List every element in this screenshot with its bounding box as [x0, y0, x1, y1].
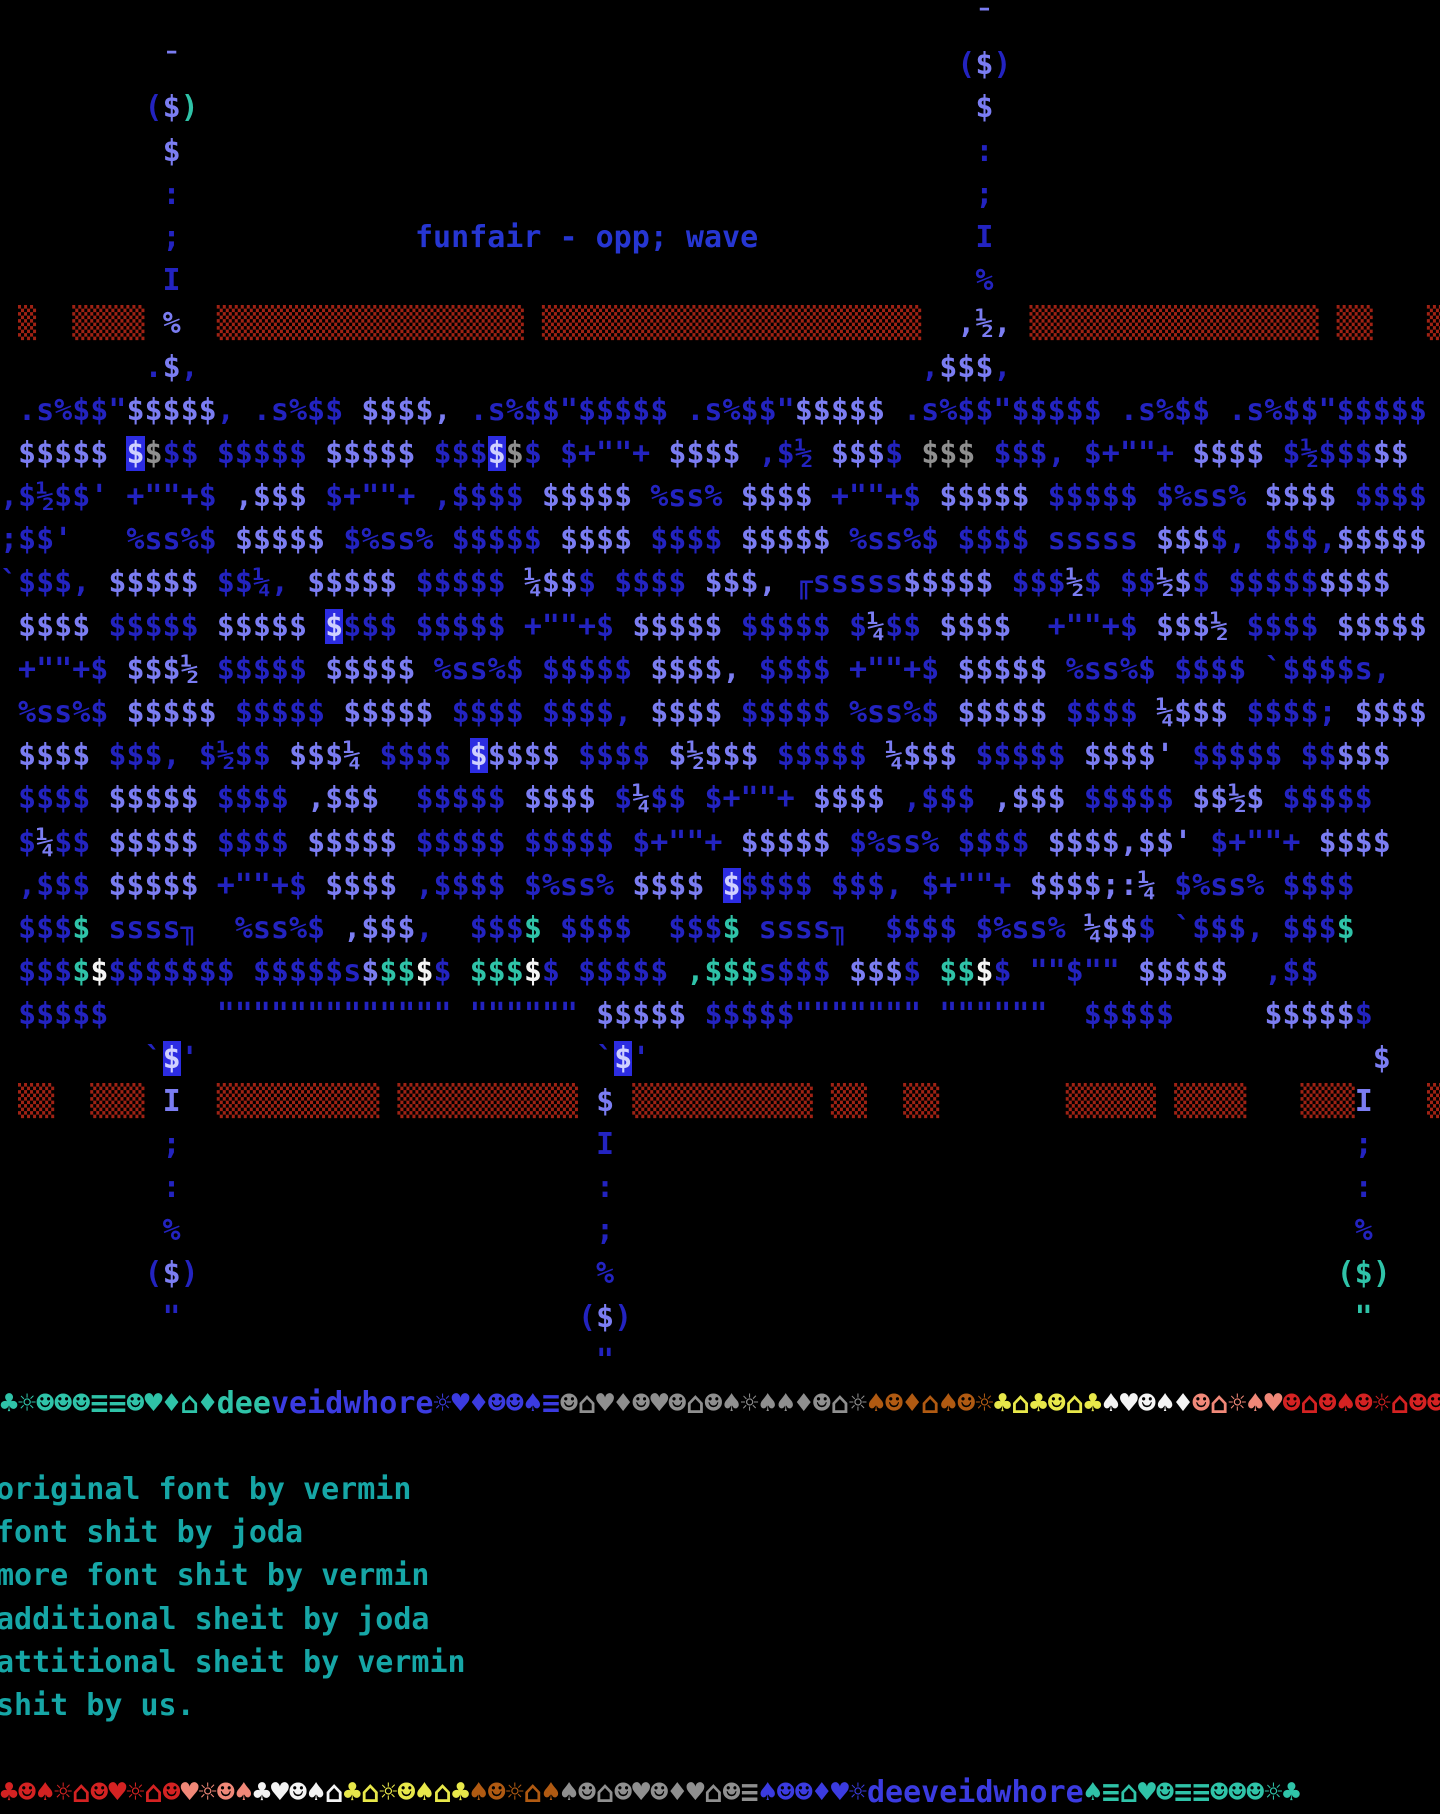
chain-bottom: : : : — [0, 1170, 1373, 1206]
chain-top: ¯ ($) — [162, 47, 1012, 83]
art-row: ,$½$$' +""+$ ,$$$ $+""+ ,$$$$ $$$$$ %ss%… — [0, 479, 1427, 515]
art-row: ,$$$ $$$$$ +""+$ $$$$ ,$$$$ $%ss% $$$$ $… — [0, 867, 1355, 903]
chain-bottom: ($) % ($) — [144, 1256, 1391, 1292]
art-row: $$$$ $$$$$ $$$$ ,$$$ $$$$$ $$$$ $¼$$ $+"… — [0, 781, 1373, 817]
chain-top: I % — [0, 263, 994, 299]
scroller-top: ♣☼☻☻☻≡≡☻♥♦⌂♦deeveidwhore☼♥♦☻☻♠≡☻⌂♥♦☻♥☻⌂☻… — [0, 1386, 1440, 1421]
chain-top-right-macron: ¯ — [0, 4, 994, 39]
credits-line-5: shit by us. — [0, 1687, 195, 1723]
chain-top: .$, ,$$$, — [144, 349, 1012, 385]
art-row: $$$$$ $$$$ $$$$$ $$$$$ $$$$$$ $+""+ $$$$… — [0, 435, 1409, 471]
chain-bottom: ; I ; — [0, 1126, 1373, 1162]
red-bar-2: ▒▒ ▒▒▒ I ▒▒▒▒▒▒▒▒▒ ▒▒▒▒▒▒▒▒▒▒ $ ▒▒▒▒▒▒▒▒… — [0, 1083, 1440, 1119]
chain-bottom: % ; % — [0, 1213, 1373, 1249]
chain-bottom: " — [0, 1342, 615, 1378]
art-row: ;$$' %ss%$ $$$$$ $%ss% $$$$$ $$$$ $$$$ $… — [0, 522, 1427, 558]
page-title: funfair - opp; wave — [415, 216, 758, 259]
credits-line-3: additional sheit by joda — [0, 1601, 430, 1637]
credits-line-2: more font shit by vermin — [0, 1558, 430, 1594]
credits-line-0: original font by vermin — [0, 1472, 412, 1507]
scroller-bottom: ♣☻♠☼⌂☻♥☼⌂☻♥☼☻♠♣♥☻♠⌂♣⌂☼☻♠⌂♣♠☻☼⌂♠♠☻⌂☻♥☻♦♥⌂… — [0, 1774, 1301, 1810]
chain-bottom: " ($) " — [0, 1299, 1373, 1335]
art-row: `$$$, $$$$$ $$¼, $$$$$ $$$$$ ¼$$$ $$$$ $… — [0, 565, 1391, 601]
art-row: %ss%$ $$$$$ $$$$$ $$$$$ $$$$ $$$$, $$$$ … — [0, 695, 1427, 730]
chain-top: $ : — [162, 133, 994, 169]
art-row: $¼$$ $$$$$ $$$$ $$$$$ $$$$$ $$$$$ $+""+ … — [0, 824, 1391, 860]
chain-top: : ; — [0, 176, 994, 212]
credits-line-1: font shit by joda — [0, 1515, 304, 1551]
title-row: ; I — [0, 219, 994, 255]
chain-top: ($) $ — [144, 90, 994, 126]
credits-line-4: attitional sheit by vermin — [0, 1644, 466, 1680]
chain-bottom: `$' `$' $ — [144, 1040, 1391, 1076]
art-row: $$$$ ssss╖ %ss%$ ,$$$, $$$$ $$$$ $$$$ ss… — [0, 910, 1355, 946]
art-row: $$$$ $$$, $½$$ $$$¼ $$$$ $$$$$ $$$$ $½$$… — [0, 738, 1391, 774]
blank-line — [0, 1728, 1440, 1771]
blank-line — [0, 1425, 1440, 1468]
title-text: funfair - opp; wave — [415, 220, 759, 255]
art-row: $$$$ $$$$$ $$$$$ $$$$ $$$$$ +""+$ $$$$$ … — [0, 608, 1427, 644]
credits-block: original font by vermin font shit by joda… — [0, 1468, 466, 1727]
art-row-quotes: $$$$$ """"""""""""" """""" $$$$$ $$$$$""… — [18, 997, 1373, 1033]
art-row: +""+$ $$$½ $$$$$ $$$$$ %ss%$ $$$$$ $$$$,… — [0, 651, 1391, 687]
red-bar-1: ▒ ▒▒▒▒ % ▒▒▒▒▒▒▒▒▒▒▒▒▒▒▒▒▒ ▒▒▒▒▒▒▒▒▒▒▒▒▒… — [0, 306, 1440, 342]
art-row: $$$$$$$$$$$$ $$$$$s$$$$$ $$$$$ $$$$$ ,$$… — [0, 954, 1319, 990]
art-row: .s%$$"$$$$$, .s%$$ $$$$, .s%$$"$$$$$ .s%… — [0, 392, 1427, 428]
